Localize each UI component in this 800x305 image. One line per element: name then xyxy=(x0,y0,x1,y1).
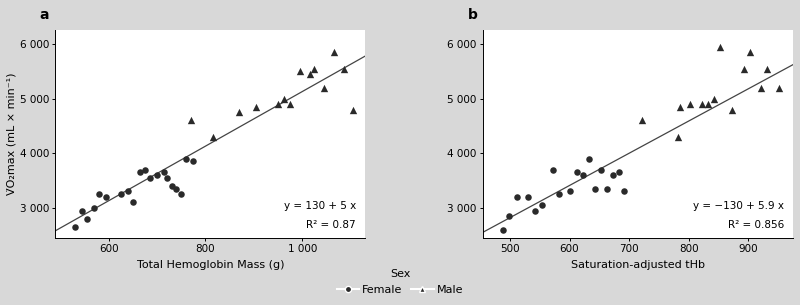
Point xyxy=(272,102,285,106)
Point xyxy=(618,189,630,194)
Point xyxy=(606,173,619,178)
Text: R² = 0.856: R² = 0.856 xyxy=(727,220,784,230)
Point xyxy=(347,107,360,112)
Point xyxy=(100,195,113,199)
Text: y = 130 + 5 x: y = 130 + 5 x xyxy=(284,201,356,211)
Point xyxy=(563,189,576,194)
Point xyxy=(175,192,188,197)
Point xyxy=(187,159,200,164)
Point xyxy=(150,173,163,178)
Point xyxy=(773,85,786,90)
X-axis label: Saturation-adjusted tHb: Saturation-adjusted tHb xyxy=(571,260,705,270)
Point xyxy=(737,66,750,71)
Point xyxy=(160,175,173,180)
Text: y = −130 + 5.9 x: y = −130 + 5.9 x xyxy=(693,201,784,211)
Point xyxy=(743,50,756,55)
Point xyxy=(170,186,183,191)
Point xyxy=(126,200,139,205)
Point xyxy=(672,135,685,139)
Point xyxy=(250,104,262,109)
Point xyxy=(674,104,686,109)
Point xyxy=(755,85,768,90)
Point xyxy=(546,167,559,172)
Point xyxy=(529,208,542,213)
Point xyxy=(510,195,523,199)
Point xyxy=(570,170,583,175)
Point xyxy=(714,44,726,49)
Y-axis label: V̇O₂max (mL × min⁻¹): V̇O₂max (mL × min⁻¹) xyxy=(7,73,17,196)
Point xyxy=(143,175,156,180)
Point xyxy=(522,195,534,199)
Legend: Female, Male: Female, Male xyxy=(332,265,468,300)
Point xyxy=(122,189,134,194)
Point xyxy=(726,107,738,112)
Point xyxy=(636,118,649,123)
Point xyxy=(88,206,101,210)
Point xyxy=(683,102,696,106)
Point xyxy=(594,167,607,172)
X-axis label: Total Hemoglobin Mass (g): Total Hemoglobin Mass (g) xyxy=(137,260,284,270)
Point xyxy=(180,156,193,161)
Point xyxy=(284,102,297,106)
Point xyxy=(318,85,330,90)
Point xyxy=(114,192,127,197)
Point xyxy=(589,186,602,191)
Point xyxy=(233,110,246,115)
Point xyxy=(601,186,614,191)
Point xyxy=(206,135,219,139)
Point xyxy=(294,69,306,74)
Point xyxy=(613,170,626,175)
Point xyxy=(337,66,350,71)
Point xyxy=(158,170,170,175)
Point xyxy=(93,192,106,197)
Text: R² = 0.87: R² = 0.87 xyxy=(306,220,356,230)
Text: b: b xyxy=(467,8,478,22)
Point xyxy=(327,50,340,55)
Point xyxy=(138,167,151,172)
Point xyxy=(278,96,291,101)
Point xyxy=(702,102,714,106)
Point xyxy=(582,156,595,161)
Point xyxy=(502,214,515,218)
Point xyxy=(81,216,94,221)
Point xyxy=(708,96,721,101)
Text: a: a xyxy=(40,8,50,22)
Point xyxy=(75,208,88,213)
Point xyxy=(68,224,81,229)
Point xyxy=(761,66,774,71)
Point xyxy=(165,184,178,188)
Point xyxy=(308,66,321,71)
Point xyxy=(552,192,565,197)
Point xyxy=(576,173,589,178)
Point xyxy=(134,170,146,175)
Point xyxy=(185,118,198,123)
Point xyxy=(303,72,316,77)
Point xyxy=(695,102,708,106)
Point xyxy=(535,203,548,208)
Point xyxy=(496,227,509,232)
